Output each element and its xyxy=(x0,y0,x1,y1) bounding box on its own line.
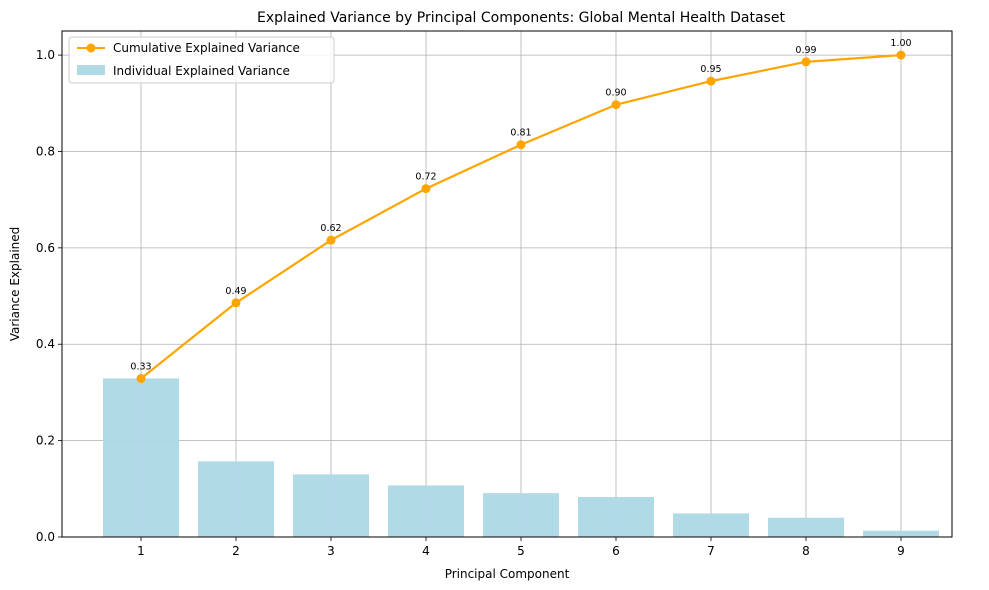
bar-individual-variance xyxy=(483,493,559,537)
bar-individual-variance xyxy=(578,497,654,537)
legend-label-individual: Individual Explained Variance xyxy=(113,64,290,78)
bar-individual-variance xyxy=(293,474,369,537)
y-tick-label: 0.4 xyxy=(36,337,55,351)
cumulative-data-label: 1.00 xyxy=(890,38,911,49)
x-axis-ticks: 1 2 3 4 5 6 7 8 9 xyxy=(137,537,905,558)
cumulative-data-label: 0.81 xyxy=(510,128,531,139)
cumulative-point xyxy=(326,235,336,245)
bar-individual-variance xyxy=(388,485,464,537)
x-tick-label: 6 xyxy=(612,544,620,558)
legend-label-cumulative: Cumulative Explained Variance xyxy=(113,41,300,55)
x-tick-label: 3 xyxy=(327,544,335,558)
y-tick-label: 0.8 xyxy=(36,144,55,158)
bar-individual-variance xyxy=(768,517,844,537)
x-tick-label: 9 xyxy=(897,544,905,558)
cumulative-data-label: 0.90 xyxy=(605,88,626,99)
cumulative-data-label: 0.95 xyxy=(700,64,721,75)
chart-title: Explained Variance by Principal Componen… xyxy=(257,10,785,26)
cumulative-data-label: 0.72 xyxy=(415,172,436,183)
grid xyxy=(62,31,952,538)
x-tick-label: 8 xyxy=(802,544,810,558)
cumulative-data-label: 0.33 xyxy=(130,361,151,372)
x-tick-label: 4 xyxy=(422,544,430,558)
cumulative-data-label: 0.99 xyxy=(795,45,816,56)
bar-individual-variance xyxy=(863,530,939,537)
cumulative-point xyxy=(801,57,811,67)
x-axis-label: Principal Component xyxy=(445,567,570,581)
x-tick-label: 1 xyxy=(137,544,145,558)
cumulative-point xyxy=(421,184,431,194)
cumulative-data-label: 0.62 xyxy=(320,223,341,234)
x-tick-label: 5 xyxy=(517,544,525,558)
y-tick-label: 0.0 xyxy=(36,530,55,544)
y-tick-label: 0.2 xyxy=(36,434,55,448)
y-tick-label: 0.6 xyxy=(36,241,55,255)
bars xyxy=(103,378,939,537)
legend-bar-swatch xyxy=(77,65,105,75)
legend: Cumulative Explained Variance Individual… xyxy=(68,36,335,84)
y-axis-label: Variance Explained xyxy=(8,227,22,342)
bar-individual-variance xyxy=(103,378,179,537)
cumulative-point xyxy=(706,76,716,86)
cumulative-point xyxy=(231,298,241,308)
cumulative-point xyxy=(136,373,146,383)
x-tick-label: 2 xyxy=(232,544,240,558)
bar-individual-variance xyxy=(673,513,749,537)
cumulative-point xyxy=(516,140,526,150)
legend-frame xyxy=(68,36,335,84)
legend-marker-swatch xyxy=(86,43,96,53)
cumulative-data-label: 0.49 xyxy=(225,286,246,297)
cumulative-point xyxy=(896,50,906,60)
bar-individual-variance xyxy=(198,461,274,537)
plot-frame xyxy=(61,30,953,538)
cumulative-point xyxy=(611,100,621,110)
y-axis-ticks: 0.0 0.2 0.4 0.6 0.8 1.0 xyxy=(36,48,62,544)
cumulative-line-layer: 0.33 0.49 0.62 0.72 0.81 0.90 0.95 0.99 1.00 xyxy=(130,38,912,383)
x-tick-label: 7 xyxy=(707,544,715,558)
y-tick-label: 1.0 xyxy=(36,48,55,62)
